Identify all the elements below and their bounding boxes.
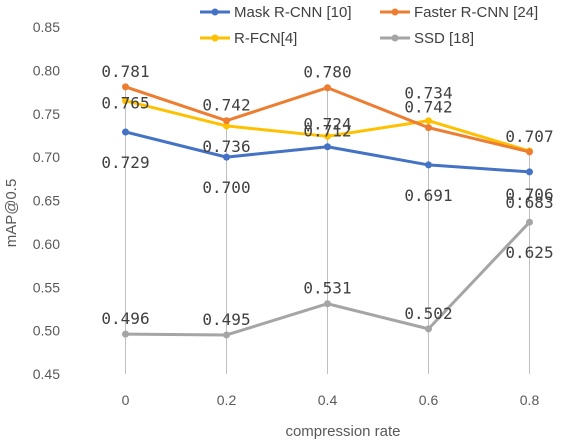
data-label: 0.707 — [505, 127, 553, 146]
data-point — [526, 168, 533, 176]
series-lines — [122, 83, 533, 339]
y-tick-label: 0.60 — [33, 236, 60, 252]
x-tick-label: 0 — [122, 392, 130, 408]
legend-label: R-FCN[4] — [234, 30, 297, 47]
data-point — [122, 128, 129, 136]
data-point — [324, 300, 331, 308]
y-tick-label: 0.45 — [33, 366, 60, 382]
data-point — [425, 325, 432, 333]
legend-swatch-marker — [211, 34, 219, 42]
data-label: 0.691 — [404, 186, 452, 205]
data-label: 0.736 — [202, 137, 250, 156]
data-label: 0.496 — [101, 309, 149, 328]
data-point — [425, 117, 432, 125]
legend-swatch-marker — [391, 8, 399, 16]
data-point — [425, 161, 432, 169]
legend-label: SSD [18] — [414, 30, 474, 47]
data-point — [324, 84, 331, 92]
y-tick-label: 0.80 — [33, 62, 60, 78]
data-point — [223, 122, 230, 130]
data-label: 0.742 — [202, 96, 250, 115]
x-axis-ticks: 0 0.2 0.4 0.6 0.8 — [122, 392, 540, 408]
x-tick-label: 0.8 — [520, 392, 540, 408]
x-tick-label: 0.4 — [318, 392, 338, 408]
data-label: 0.765 — [101, 94, 149, 113]
data-label: 0.780 — [303, 63, 351, 82]
data-point — [324, 132, 331, 140]
data-point — [223, 331, 230, 339]
data-label: 0.781 — [101, 62, 149, 81]
data-point — [223, 153, 230, 161]
data-label: 0.712 — [303, 122, 351, 141]
data-point — [324, 143, 331, 151]
data-label: 0.502 — [404, 304, 452, 323]
y-tick-label: 0.50 — [33, 323, 60, 339]
data-point — [122, 330, 129, 338]
data-label: 0.531 — [303, 279, 351, 298]
data-label: 0.742 — [404, 98, 452, 117]
legend-swatch-marker — [211, 8, 219, 16]
data-labels: 0.729 0.700 0.712 0.691 0.683 0.781 0.742 0.780… — [101, 62, 553, 329]
x-axis-title: compression rate — [285, 423, 400, 440]
legend-label: Faster R-CNN [24] — [414, 4, 538, 21]
data-point — [526, 148, 533, 156]
data-point — [223, 117, 230, 125]
data-label: 0.706 — [505, 185, 553, 204]
x-tick-label: 0.2 — [217, 392, 237, 408]
data-point — [425, 124, 432, 132]
data-label: 0.729 — [101, 153, 149, 172]
x-tick-label: 0.6 — [419, 392, 439, 408]
y-tick-label: 0.65 — [33, 193, 60, 209]
data-label: 0.625 — [505, 243, 553, 262]
y-axis-ticks: 0.45 0.50 0.55 0.60 0.65 0.70 0.75 0.80 0.85 — [33, 19, 60, 382]
y-tick-label: 0.75 — [33, 106, 60, 122]
data-point — [122, 83, 129, 91]
data-label: 0.724 — [303, 114, 351, 133]
y-tick-label: 0.55 — [33, 279, 60, 295]
data-label: 0.734 — [404, 84, 452, 103]
legend-label: Mask R-CNN [10] — [234, 4, 352, 21]
legend: Mask R-CNN [10] Faster R-CNN [24] R-FCN[4]… — [200, 4, 538, 47]
data-point — [526, 218, 533, 226]
data-label: 0.683 — [505, 193, 553, 212]
y-tick-label: 0.85 — [33, 19, 60, 35]
y-tick-label: 0.70 — [33, 149, 60, 165]
data-point — [122, 97, 129, 105]
data-label: 0.495 — [202, 310, 250, 329]
legend-swatch-marker — [391, 34, 399, 42]
y-axis-title: mAP@0.5 — [3, 179, 20, 248]
data-label: 0.700 — [202, 178, 250, 197]
